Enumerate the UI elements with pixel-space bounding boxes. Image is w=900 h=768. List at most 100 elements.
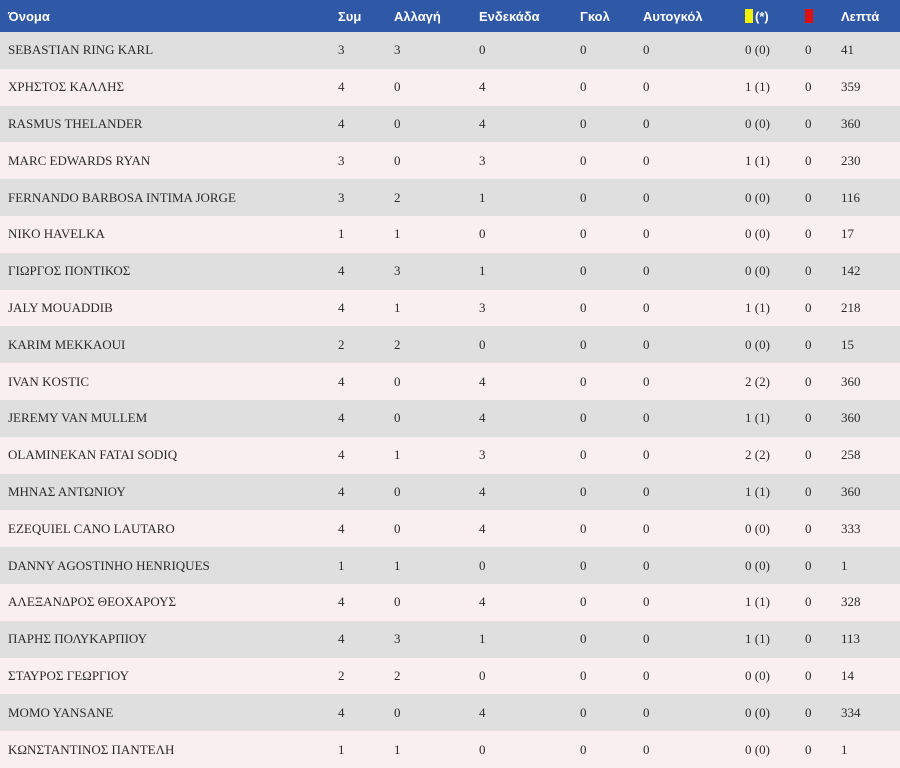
sub-cell: 0 — [394, 79, 401, 95]
player-name[interactable]: ΜΗΝΑΣ ΑΝΤΩΝΙΟΥ — [8, 483, 126, 499]
apps-cell: 4 — [338, 410, 345, 426]
player-name[interactable]: OLAMINEKAN FATAI SODIQ — [8, 447, 178, 463]
yellow-cards-cell: 0 (0) — [745, 704, 770, 720]
start-cell: 1 — [479, 631, 486, 647]
column-header-start[interactable]: Ενδεκάδα — [479, 8, 540, 24]
player-name[interactable]: ΧΡΗΣΤΟΣ ΚΑΛΛΗΣ — [8, 79, 125, 95]
apps-cell: 4 — [338, 594, 345, 610]
apps-cell: 4 — [338, 115, 345, 131]
minutes-cell: 218 — [841, 299, 861, 315]
column-header-sub[interactable]: Αλλαγή — [394, 8, 441, 24]
goals-cell: 0 — [580, 336, 587, 352]
own-goals-cell: 0 — [643, 741, 650, 757]
column-header-yellow[interactable]: (*) — [745, 8, 805, 24]
goals-cell: 0 — [580, 410, 587, 426]
yellow-cards-cell: 1 (1) — [745, 79, 770, 95]
column-header-own-goals[interactable]: Αυτογκόλ — [643, 8, 703, 24]
yellow-cards-cell: 0 (0) — [745, 557, 770, 573]
goals-cell: 0 — [580, 226, 587, 242]
player-name[interactable]: JALY MOUADDIB — [8, 299, 113, 315]
start-cell: 4 — [479, 704, 486, 720]
table-row: ΑΛΕΞΑΝΔΡΟΣ ΘΕΟΧΑΡΟΥΣ 4 0 4 0 0 1 (1) 0 328 — [0, 583, 900, 621]
player-name[interactable]: ΑΛΕΞΑΝΔΡΟΣ ΘΕΟΧΑΡΟΥΣ — [8, 594, 177, 610]
column-header-goals[interactable]: Γκολ — [580, 8, 610, 24]
goals-cell: 0 — [580, 483, 587, 499]
own-goals-cell: 0 — [643, 594, 650, 610]
apps-cell: 4 — [338, 299, 345, 315]
own-goals-cell: 0 — [643, 373, 650, 389]
goals-cell: 0 — [580, 741, 587, 757]
sub-cell: 0 — [394, 594, 401, 610]
red-card-icon — [805, 8, 813, 23]
apps-cell: 4 — [338, 447, 345, 463]
start-cell: 4 — [479, 79, 486, 95]
player-name[interactable]: ΣΤΑΥΡΟΣ ΓΕΩΡΓΙΟΥ — [8, 667, 130, 683]
apps-cell: 3 — [338, 189, 345, 205]
player-name[interactable]: NIKO HAVELKA — [8, 226, 105, 242]
player-name[interactable]: JEREMY VAN MULLEM — [8, 410, 148, 426]
player-name[interactable]: EZEQUIEL CANO LAUTARO — [8, 520, 175, 536]
sub-cell: 2 — [394, 667, 401, 683]
sub-cell: 2 — [394, 189, 401, 205]
player-name[interactable]: FERNANDO BARBOSA INTIMA JORGE — [8, 189, 236, 205]
table-row: EZEQUIEL CANO LAUTARO 4 0 4 0 0 0 (0) 0 333 — [0, 510, 900, 548]
column-header-apps[interactable]: Συμ — [338, 8, 362, 24]
start-cell: 4 — [479, 373, 486, 389]
player-name[interactable]: RASMUS THELANDER — [8, 115, 143, 131]
own-goals-cell: 0 — [643, 299, 650, 315]
minutes-cell: 1 — [841, 741, 848, 757]
apps-cell: 4 — [338, 631, 345, 647]
goals-cell: 0 — [580, 115, 587, 131]
own-goals-cell: 0 — [643, 410, 650, 426]
yellow-cards-cell: 0 (0) — [745, 42, 770, 58]
own-goals-cell: 0 — [643, 704, 650, 720]
player-name[interactable]: ΓΙΩΡΓΟΣ ΠΟΝΤΙΚΟΣ — [8, 263, 131, 279]
player-name[interactable]: IVAN KOSTIC — [8, 373, 90, 389]
column-header-minutes[interactable]: Λεπτά — [841, 8, 880, 24]
yellow-cards-cell: 0 (0) — [745, 263, 770, 279]
table-row: OLAMINEKAN FATAI SODIQ 4 1 3 0 0 2 (2) 0 258 — [0, 436, 900, 474]
start-cell: 0 — [479, 42, 486, 58]
yellow-cards-cell: 2 (2) — [745, 447, 770, 463]
red-cards-cell: 0 — [805, 152, 812, 168]
minutes-cell: 142 — [841, 263, 861, 279]
minutes-cell: 328 — [841, 594, 861, 610]
goals-cell: 0 — [580, 189, 587, 205]
start-cell: 1 — [479, 263, 486, 279]
yellow-cards-cell: 1 (1) — [745, 483, 770, 499]
own-goals-cell: 0 — [643, 115, 650, 131]
player-name[interactable]: MOMO YANSANE — [8, 704, 114, 720]
column-header-red[interactable] — [805, 8, 841, 24]
player-name[interactable]: MARC EDWARDS RYAN — [8, 152, 151, 168]
apps-cell: 4 — [338, 520, 345, 536]
goals-cell: 0 — [580, 557, 587, 573]
yellow-cards-cell: 0 (0) — [745, 115, 770, 131]
own-goals-cell: 0 — [643, 152, 650, 168]
goals-cell: 0 — [580, 667, 587, 683]
apps-cell: 1 — [338, 557, 345, 573]
table-row: ΚΩΝΣΤΑΝΤΙΝΟΣ ΠΑΝΤΕΛΗ 1 1 0 0 0 0 (0) 0 1 — [0, 731, 900, 768]
minutes-cell: 230 — [841, 152, 861, 168]
own-goals-cell: 0 — [643, 263, 650, 279]
minutes-cell: 14 — [841, 667, 854, 683]
sub-cell: 1 — [394, 447, 401, 463]
sub-cell: 3 — [394, 263, 401, 279]
player-name[interactable]: ΠΑΡΗΣ ΠΟΛΥΚΑΡΠΙΟΥ — [8, 631, 148, 647]
table-row: NIKO HAVELKA 1 1 0 0 0 0 (0) 0 17 — [0, 215, 900, 253]
red-cards-cell: 0 — [805, 594, 812, 610]
sub-cell: 0 — [394, 410, 401, 426]
minutes-cell: 41 — [841, 42, 854, 58]
player-name[interactable]: DANNY AGOSTINHO HENRIQUES — [8, 557, 210, 573]
red-cards-cell: 0 — [805, 741, 812, 757]
player-name[interactable]: SEBASTIAN RING KARL — [8, 42, 154, 58]
own-goals-cell: 0 — [643, 483, 650, 499]
apps-cell: 3 — [338, 152, 345, 168]
player-name[interactable]: ΚΩΝΣΤΑΝΤΙΝΟΣ ΠΑΝΤΕΛΗ — [8, 741, 175, 757]
minutes-cell: 1 — [841, 557, 848, 573]
column-header-name[interactable]: Όνομα — [8, 8, 50, 24]
goals-cell: 0 — [580, 594, 587, 610]
sub-cell: 3 — [394, 42, 401, 58]
sub-cell: 0 — [394, 704, 401, 720]
red-cards-cell: 0 — [805, 520, 812, 536]
player-name[interactable]: KARIM MEKKAOUI — [8, 336, 126, 352]
